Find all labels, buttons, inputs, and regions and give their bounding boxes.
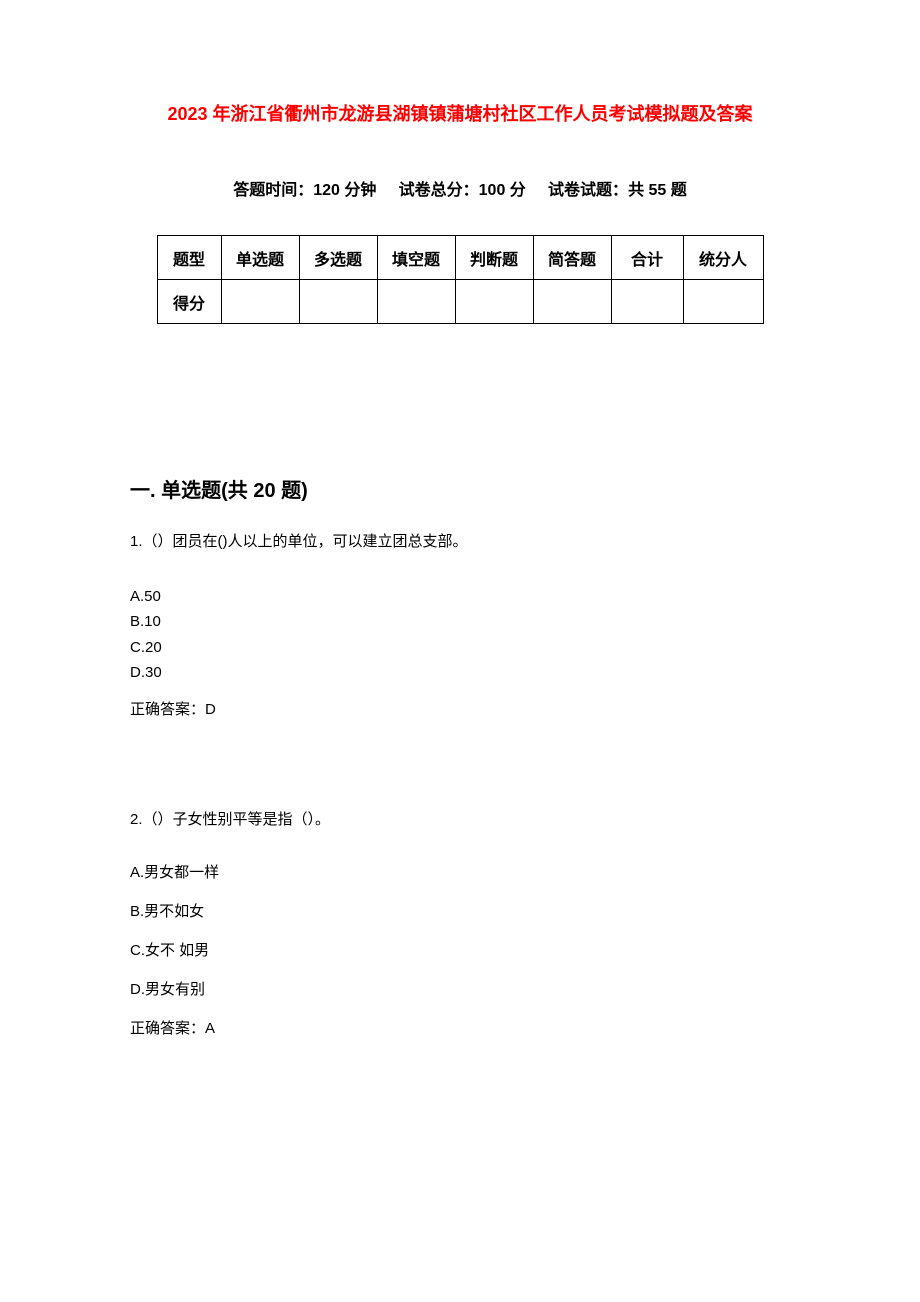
table-cell: 得分 <box>157 280 221 324</box>
table-row: 题型 单选题 多选题 填空题 判断题 简答题 合计 统分人 <box>157 236 763 280</box>
table-cell <box>299 280 377 324</box>
question-number: 1.（） <box>130 533 173 550</box>
table-header-cell: 题型 <box>157 236 221 280</box>
table-cell <box>611 280 683 324</box>
table-header-cell: 填空题 <box>377 236 455 280</box>
question-body: 子女性别平等是指（）。 <box>173 811 331 828</box>
table-cell <box>683 280 763 324</box>
answer-label: 正确答案： <box>130 1020 205 1037</box>
table-cell <box>533 280 611 324</box>
count-label: 试卷试题： <box>548 182 628 199</box>
count-value: 共 55 题 <box>628 182 687 199</box>
option-item: B.10 <box>130 609 790 635</box>
section-heading: 一. 单选题(共 20 题) <box>130 474 790 503</box>
total-value: 100 分 <box>479 182 526 199</box>
question-text: 1.（）团员在()人以上的单位，可以建立团总支部。 <box>130 531 790 554</box>
table-header-cell: 多选题 <box>299 236 377 280</box>
question-options: A.男女都一样 B.男不如女 C.女不 如男 D.男女有别 <box>130 861 790 999</box>
answer-value: D <box>205 701 216 718</box>
exam-title: 2023 年浙江省衢州市龙游县湖镇镇蒲塘村社区工作人员考试模拟题及答案 <box>130 100 790 126</box>
question-number: 2.（） <box>130 811 173 828</box>
question-answer: 正确答案：A <box>130 1017 790 1038</box>
question-options: A.50 B.10 C.20 D.30 <box>130 584 790 686</box>
table-cell <box>377 280 455 324</box>
score-table: 题型 单选题 多选题 填空题 判断题 简答题 合计 统分人 得分 <box>157 235 764 324</box>
option-item: C.女不 如男 <box>130 939 790 960</box>
time-value: 120 分钟 <box>313 182 376 199</box>
table-header-cell: 单选题 <box>221 236 299 280</box>
table-cell <box>455 280 533 324</box>
total-label: 试卷总分： <box>399 182 479 199</box>
option-item: A.50 <box>130 584 790 610</box>
table-cell <box>221 280 299 324</box>
table-header-cell: 统分人 <box>683 236 763 280</box>
option-item: D.男女有别 <box>130 978 790 999</box>
exam-info: 答题时间：120 分钟 试卷总分：100 分 试卷试题：共 55 题 <box>130 176 790 200</box>
table-header-cell: 合计 <box>611 236 683 280</box>
option-item: D.30 <box>130 660 790 686</box>
time-label: 答题时间： <box>233 182 313 199</box>
option-item: C.20 <box>130 635 790 661</box>
answer-label: 正确答案： <box>130 701 205 718</box>
table-header-cell: 判断题 <box>455 236 533 280</box>
question-body: 团员在()人以上的单位，可以建立团总支部。 <box>173 533 468 550</box>
table-row: 得分 <box>157 280 763 324</box>
question-text: 2.（）子女性别平等是指（）。 <box>130 809 790 832</box>
question-answer: 正确答案：D <box>130 698 790 719</box>
answer-value: A <box>205 1020 215 1037</box>
table-header-cell: 简答题 <box>533 236 611 280</box>
option-item: B.男不如女 <box>130 900 790 921</box>
option-item: A.男女都一样 <box>130 861 790 882</box>
